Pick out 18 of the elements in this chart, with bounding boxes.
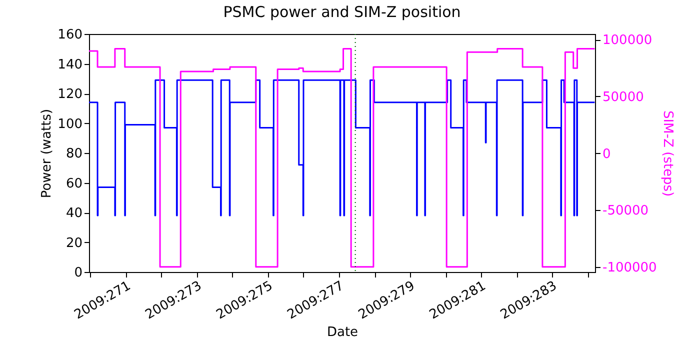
y-tick-label: 120 (58, 87, 82, 102)
chart-title: PSMC power and SIM-Z position (223, 3, 461, 21)
y-axis-title: Power (watts) (40, 108, 55, 198)
y2-tick-label: -100000 (602, 260, 657, 276)
y-tick-label: 0 (74, 266, 82, 280)
x-axis-title: Date (326, 324, 358, 340)
y2-tick-label: -50000 (602, 204, 649, 219)
y2-tick-label: 0 (602, 146, 611, 162)
y2-tick-label: 50000 (602, 90, 644, 105)
y2-axis-title: SIM-Z (steps) (660, 110, 675, 197)
y-tick-label: 140 (58, 57, 82, 72)
y-tick-label: 160 (58, 28, 82, 42)
y-tick-label: 80 (66, 146, 82, 162)
y-tick-label: 60 (66, 176, 82, 192)
y-tick-label: 40 (66, 206, 82, 221)
y2-tick-label: 100000 (602, 33, 652, 48)
y-tick-label: 20 (66, 236, 82, 251)
y-tick-label: 100 (58, 116, 82, 132)
